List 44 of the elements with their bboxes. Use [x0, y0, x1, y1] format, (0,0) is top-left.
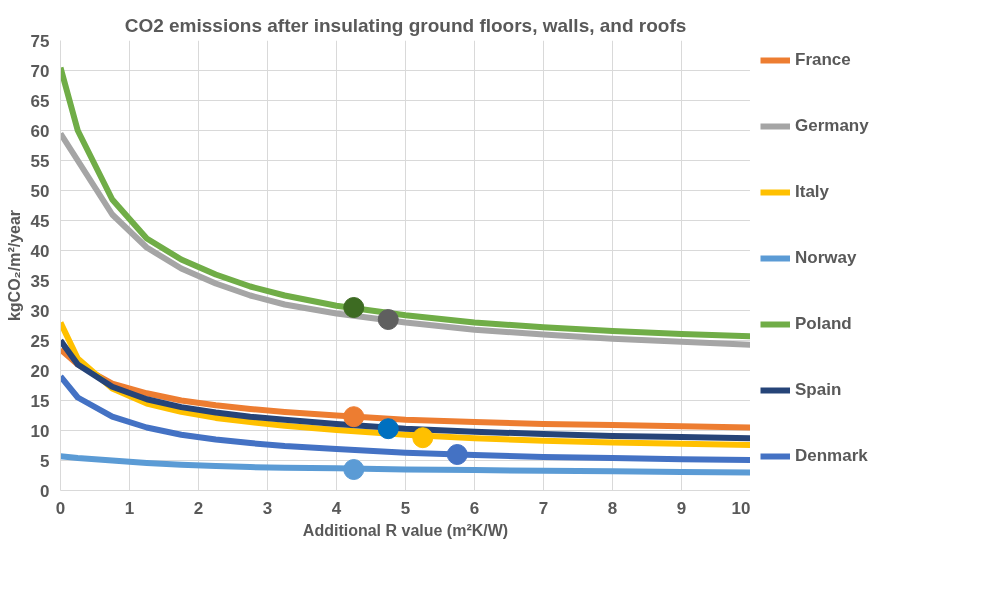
y-tick-label: 10: [30, 421, 50, 441]
y-tick-label: 75: [30, 31, 50, 51]
point: [446, 444, 468, 465]
x-tick-label: 4: [331, 498, 342, 518]
y-tick-label: 25: [30, 331, 50, 351]
x-tick-label: 1: [124, 498, 135, 518]
legend-label: Germany: [795, 116, 869, 136]
y-tick-label: 15: [30, 391, 50, 411]
y-tick-label: 45: [30, 211, 50, 231]
x-tick-label: 7: [538, 498, 549, 518]
x-tick-label: 5: [400, 498, 411, 518]
legend-label: Spain: [795, 380, 842, 400]
legend-label: France: [795, 50, 851, 70]
point: [343, 406, 365, 428]
x-tick-label: 6: [469, 498, 480, 518]
point: [412, 427, 434, 449]
point: [377, 309, 399, 330]
y-tick-label: 35: [30, 271, 50, 291]
legend-label: Poland: [795, 314, 852, 334]
x-tick-label: 2: [193, 498, 204, 518]
y-tick-label: 20: [30, 361, 50, 381]
y-axis-title: kgCO₂/m²/year: [5, 209, 23, 322]
x-tick-label: 3: [262, 498, 273, 518]
legend-label: Denmark: [795, 446, 868, 466]
y-tick-label: 50: [30, 181, 50, 201]
y-tick-label: 70: [30, 61, 50, 81]
y-tick-label: 0: [40, 481, 50, 501]
y-tick-label: 60: [30, 121, 50, 141]
y-tick-label: 55: [30, 151, 50, 171]
x-tick-label: 10: [731, 498, 751, 518]
x-tick-label: 8: [607, 498, 618, 518]
y-tick-label: 65: [30, 91, 50, 111]
point: [343, 459, 365, 480]
point: [377, 418, 399, 440]
legend-label: Norway: [795, 248, 857, 268]
x-tick-label: 9: [676, 498, 687, 518]
legend-label: Italy: [795, 182, 830, 202]
y-tick-label: 5: [40, 451, 50, 471]
point: [343, 297, 365, 318]
y-tick-label: 40: [30, 241, 50, 261]
y-tick-label: 30: [30, 301, 50, 321]
chart-title: CO2 emissions after insulating ground floors, walls, and roofs: [124, 14, 687, 36]
x-tick-label: 0: [55, 498, 66, 518]
x-axis-title: Additional R value (m²K/W): [302, 521, 509, 539]
